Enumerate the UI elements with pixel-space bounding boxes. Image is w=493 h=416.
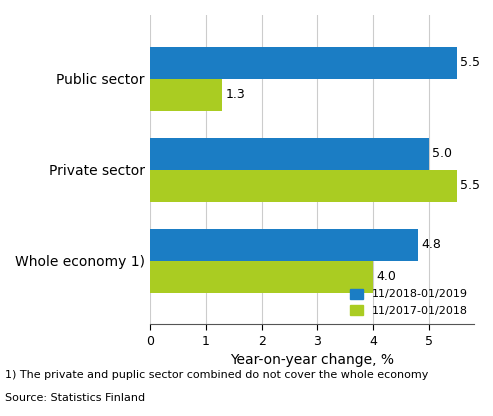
- Bar: [150, 47, 457, 79]
- Bar: [150, 261, 373, 292]
- Bar: [150, 229, 418, 261]
- Legend: 11/2018-01/2019, 11/2017-01/2018: 11/2018-01/2019, 11/2017-01/2018: [350, 289, 468, 316]
- Text: 4.8: 4.8: [422, 238, 441, 251]
- Text: Source: Statistics Finland: Source: Statistics Finland: [5, 393, 145, 403]
- Bar: [150, 79, 222, 111]
- X-axis label: Year-on-year change, %: Year-on-year change, %: [230, 354, 394, 367]
- Text: 5.5: 5.5: [460, 179, 480, 192]
- Text: 4.0: 4.0: [377, 270, 396, 283]
- Text: 1.3: 1.3: [226, 88, 246, 101]
- Text: 1) The private and puplic sector combined do not cover the whole economy: 1) The private and puplic sector combine…: [5, 370, 428, 380]
- Bar: [150, 170, 457, 202]
- Text: 5.0: 5.0: [432, 147, 453, 160]
- Bar: [150, 138, 429, 170]
- Text: 5.5: 5.5: [460, 56, 480, 69]
